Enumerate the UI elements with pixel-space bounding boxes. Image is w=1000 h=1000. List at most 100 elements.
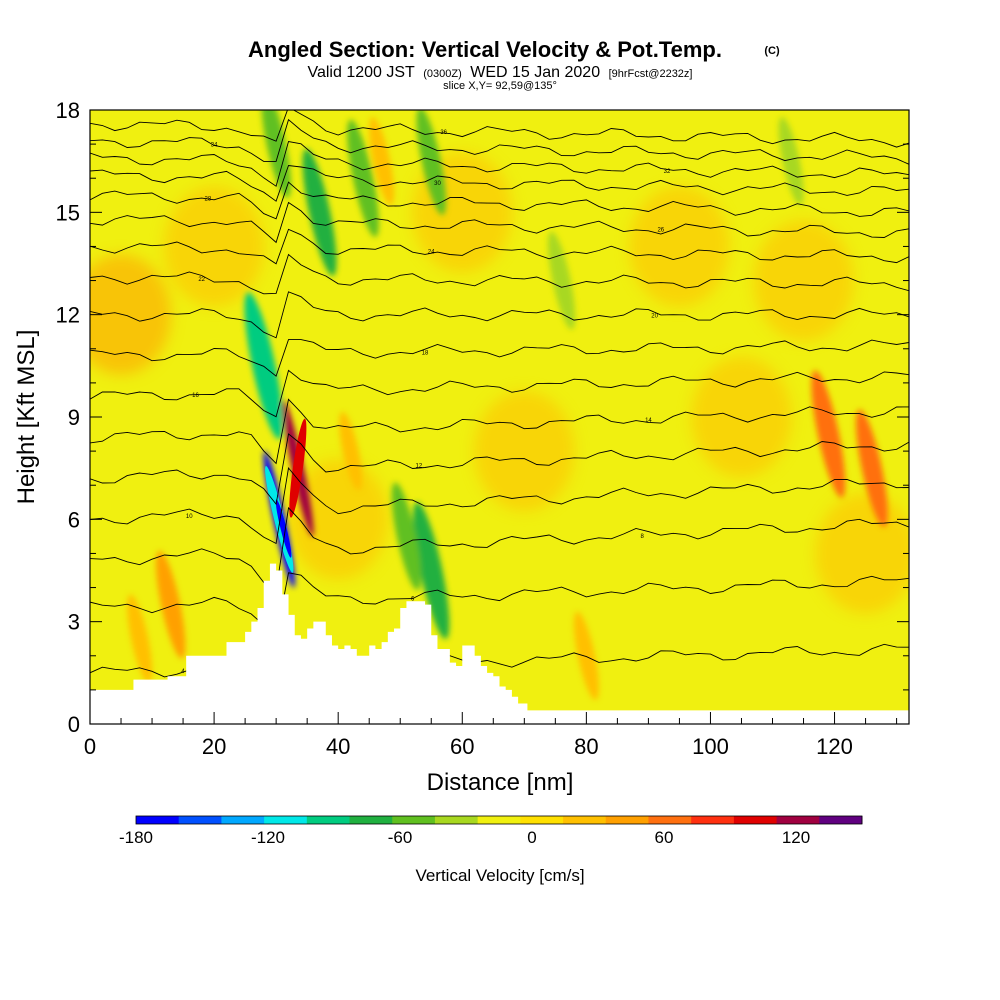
colorbar-swatch <box>520 816 564 824</box>
isentrope-line <box>90 506 909 592</box>
velocity-cell <box>547 231 576 330</box>
chart-title: Angled Section: Vertical Velocity & Pot.… <box>248 37 722 62</box>
colorbar-swatch <box>349 816 393 824</box>
isentrope-label: 34 <box>211 142 218 148</box>
velocity-blob <box>753 220 854 341</box>
isentrope-line <box>90 433 909 506</box>
isentrope-label: 26 <box>657 228 664 234</box>
velocity-cell <box>855 409 888 527</box>
x-axis: 0 20 40 60 80 100 120 <box>84 712 898 759</box>
velocity-blob <box>164 186 265 307</box>
isentrope-label: 10 <box>186 514 193 520</box>
velocity-cell <box>778 117 804 206</box>
isentrope-label: 12 <box>415 464 422 470</box>
colorbar-tick-label: -180 <box>119 828 153 847</box>
colorbar-tick-label: 120 <box>782 828 810 847</box>
isentrope-contours: 4 6 8 10 12 14 16 18 20 22 24 26 28 30 32 34 36 <box>90 110 909 690</box>
plot-area: 4 6 8 10 12 14 16 18 20 22 24 26 28 30 32 34 36 <box>90 110 909 724</box>
velocity-cell <box>347 119 379 237</box>
x-tick-label: 60 <box>450 734 474 759</box>
y-tick-label: 0 <box>68 712 80 737</box>
isentrope-line <box>90 110 909 148</box>
isentrope-line <box>90 369 909 418</box>
isentrope-label: 18 <box>422 350 429 356</box>
isentrope-label: 30 <box>434 181 441 187</box>
colorbar-swatch <box>136 816 180 824</box>
isentrope-line <box>90 339 909 377</box>
y-tick-label: 9 <box>68 405 80 430</box>
chart-subtitle: Valid 1200 JST (0300Z) WED 15 Jan 2020 [… <box>307 64 692 81</box>
x-tick-label: 120 <box>816 734 853 759</box>
x-tick-label: 40 <box>326 734 350 759</box>
colorbar-label: Vertical Velocity [cm/s] <box>415 866 584 885</box>
velocity-blob <box>90 254 172 375</box>
velocity-blob <box>691 357 792 477</box>
velocity-field <box>90 110 909 700</box>
x-tick-label: 80 <box>574 734 598 759</box>
colorbar-swatch <box>392 816 436 824</box>
velocity-cell <box>339 411 363 491</box>
colorbar-swatch <box>733 816 778 824</box>
velocity-cell <box>155 550 186 659</box>
colorbar: -180 -120 -60 0 60 120 <box>119 815 863 847</box>
isentrope-line <box>90 228 909 265</box>
velocity-cell <box>573 611 599 700</box>
isentrope-line <box>90 140 909 187</box>
colorbar-swatch <box>178 816 222 824</box>
velocity-cell <box>413 501 450 640</box>
colorbar-tick-label: 0 <box>527 828 536 847</box>
isentrope-label: 22 <box>198 277 205 283</box>
isentrope-line <box>90 398 909 465</box>
colorbar-tick-label: -60 <box>388 828 413 847</box>
isentrope-line <box>90 572 909 640</box>
colorbar-swatch <box>306 816 351 824</box>
subtitle-fcst: [9hrFcst@2232z] <box>609 68 693 80</box>
colorbar-swatch <box>691 816 735 824</box>
y-tick-label: 15 <box>56 200 80 225</box>
isentrope-line <box>90 165 909 202</box>
x-tick-label: 20 <box>202 734 226 759</box>
y-tick-label: 3 <box>68 610 80 635</box>
isentrope-line <box>90 201 909 244</box>
isentrope-label: 4 <box>181 669 185 675</box>
colorbar-swatch <box>648 816 692 824</box>
isentrope-label: 36 <box>440 130 447 136</box>
colorbar-swatch <box>776 816 820 824</box>
isentrope-label: 24 <box>428 250 435 256</box>
isentrope-label: 14 <box>645 418 652 424</box>
velocity-blob <box>815 493 909 614</box>
colorbar-tick-label: 60 <box>655 828 674 847</box>
isentrope-line <box>90 466 909 545</box>
y-tick-label: 12 <box>56 303 80 328</box>
velocity-cell <box>811 370 846 498</box>
isentrope-line <box>90 118 909 165</box>
subtitle-z: (0300Z) <box>423 68 462 80</box>
velocity-cell <box>369 117 395 206</box>
x-tick-label: 100 <box>692 734 729 759</box>
velocity-cell <box>261 110 291 198</box>
colorbar-swatch <box>434 816 479 824</box>
isentrope-label: 32 <box>664 169 671 175</box>
velocity-blob <box>288 459 389 580</box>
isentrope-label: 6 <box>411 596 415 602</box>
isentrope-label: 20 <box>651 314 658 320</box>
x-tick-label: 0 <box>84 734 96 759</box>
isentrope-label: 16 <box>192 393 199 399</box>
velocity-blob <box>474 391 575 512</box>
colorbar-swatch <box>563 816 607 824</box>
title-unit: (C) <box>764 45 780 57</box>
velocity-cell <box>302 148 337 276</box>
velocity-cell <box>127 594 153 683</box>
y-tick-label: 6 <box>68 507 80 532</box>
subtitle-valid: Valid 1200 JST <box>307 64 415 81</box>
isentrope-line <box>90 253 909 295</box>
isentrope-label: 28 <box>205 197 212 203</box>
x-axis-label: Distance [nm] <box>427 769 574 796</box>
y-axis-label: Height [Kft MSL] <box>13 330 40 505</box>
colorbar-swatch <box>819 816 863 824</box>
downdraft-peak <box>275 499 292 558</box>
slice-label: slice X,Y= 92,59@135° <box>443 80 557 92</box>
subtitle-date: WED 15 Jan 2020 <box>470 64 600 81</box>
colorbar-swatch <box>605 816 649 824</box>
